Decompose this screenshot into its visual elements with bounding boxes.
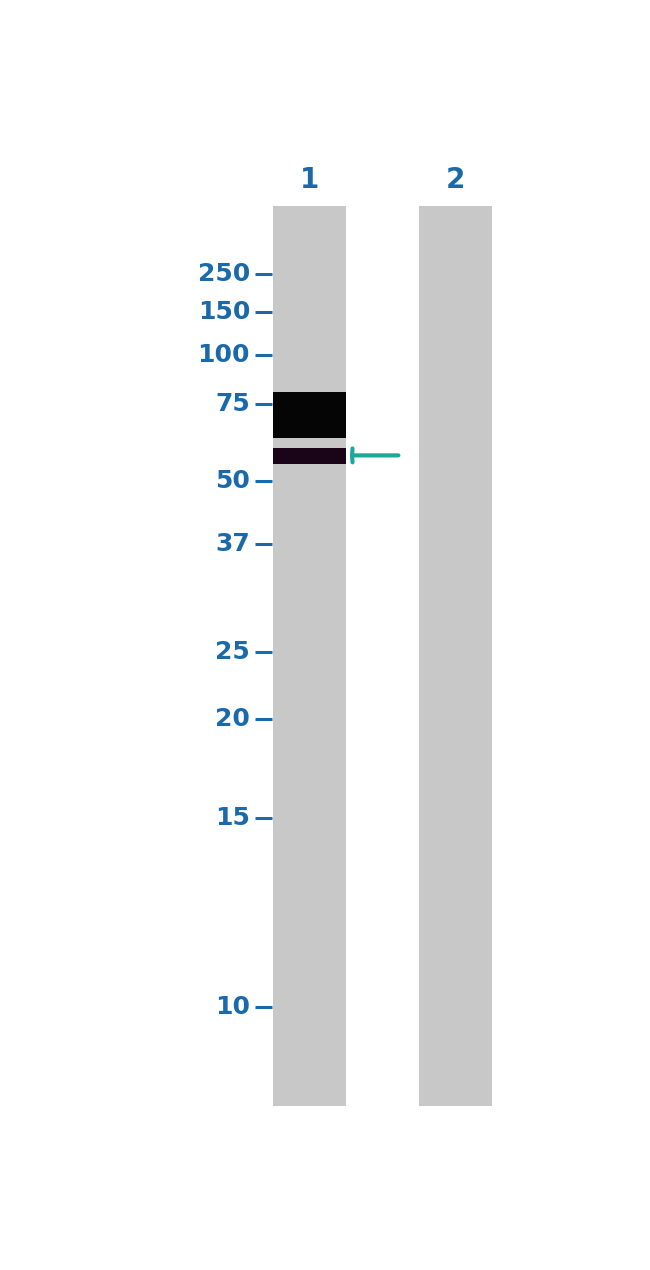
Text: 50: 50: [215, 469, 250, 493]
Bar: [273, 206, 346, 1106]
Text: 15: 15: [215, 806, 250, 831]
Text: 250: 250: [198, 262, 250, 286]
Text: 2: 2: [446, 166, 465, 194]
Bar: [273, 448, 346, 465]
Text: 10: 10: [215, 994, 250, 1019]
Bar: [273, 391, 346, 438]
Text: 75: 75: [215, 392, 250, 417]
Text: 37: 37: [215, 532, 250, 555]
Text: 100: 100: [198, 343, 250, 367]
Text: 20: 20: [215, 707, 250, 732]
Text: 1: 1: [300, 166, 319, 194]
Text: 25: 25: [215, 640, 250, 663]
Text: 150: 150: [198, 300, 250, 324]
Bar: [419, 206, 492, 1106]
